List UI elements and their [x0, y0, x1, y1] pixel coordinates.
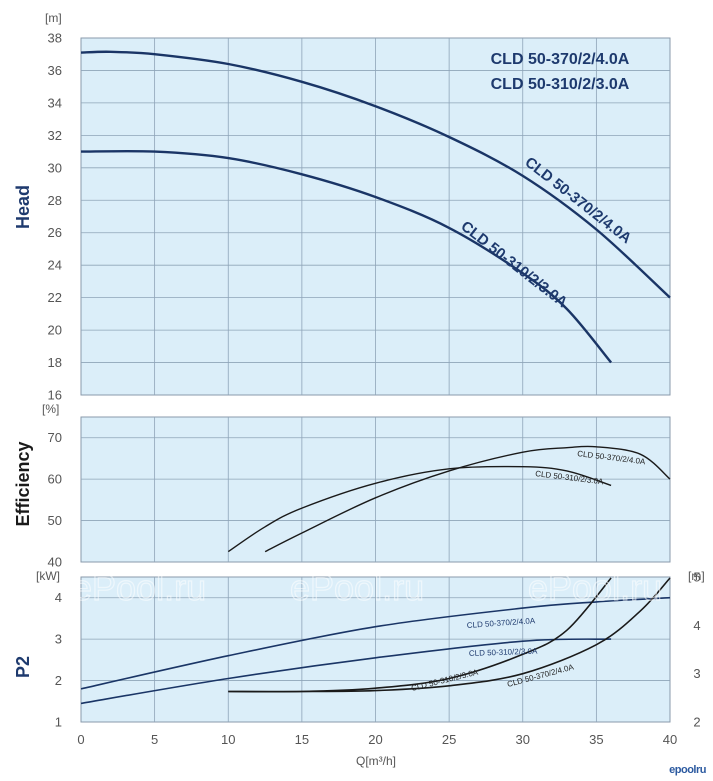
y-axis-title-head: Head	[13, 185, 33, 229]
tick-labels: 1618202224262830323436384050607012342345…	[48, 31, 701, 748]
y2-tick-label: 4	[693, 618, 700, 633]
svg-text:epoolru: epoolru	[669, 764, 706, 776]
y-tick-label: 24	[48, 258, 62, 273]
y-tick-label: 28	[48, 193, 62, 208]
y-axis-title-efficiency: Efficiency	[13, 441, 33, 526]
y-tick-label: 16	[48, 388, 62, 403]
curve-label: CLD 50-310/2/3.0A	[469, 647, 538, 658]
y-tick-label: 50	[48, 513, 62, 528]
y-tick-label: 1	[55, 715, 62, 730]
series-line	[80, 149, 613, 364]
y-tick-label: 34	[48, 95, 62, 110]
y-tick-label: 20	[48, 323, 62, 338]
x-tick-label: 15	[295, 732, 309, 747]
x-tick-label: 30	[516, 732, 530, 747]
series-line	[80, 50, 671, 299]
y-tick-label: 3	[55, 632, 62, 647]
y-unit-power: [kW]	[36, 569, 60, 583]
y2-unit-power: [m]	[688, 569, 705, 583]
y-tick-label: 70	[48, 430, 62, 445]
y2-tick-label: 5	[693, 570, 700, 585]
x-tick-label: 20	[368, 732, 382, 747]
watermark: ePool.ru	[290, 567, 424, 608]
series-line	[228, 577, 671, 693]
x-tick-label: 5	[151, 732, 158, 747]
series-line	[80, 596, 671, 690]
y2-tick-label: 3	[693, 666, 700, 681]
watermark: ePool.ru	[72, 567, 206, 608]
legend-entry: CLD 50-370/2/4.0A	[491, 51, 630, 68]
y-unit-head: [m]	[45, 11, 62, 25]
y-tick-label: 22	[48, 290, 62, 305]
x-tick-label: 10	[221, 732, 235, 747]
y-tick-label: 30	[48, 160, 62, 175]
series-line	[80, 638, 612, 705]
y-tick-label: 26	[48, 225, 62, 240]
x-tick-label: 35	[589, 732, 603, 747]
grid-lines	[81, 38, 670, 722]
series-line	[264, 445, 671, 553]
series-line	[227, 465, 612, 553]
x-tick-label: 25	[442, 732, 456, 747]
y2-tick-label: 2	[693, 715, 700, 730]
watermark: ePool.ru	[528, 567, 662, 608]
y-tick-label: 18	[48, 355, 62, 370]
y-tick-label: 40	[48, 555, 62, 570]
y-tick-label: 32	[48, 128, 62, 143]
x-axis-title: Q[m³/h]	[356, 754, 396, 768]
y-unit-efficiency: [%]	[42, 402, 59, 416]
x-tick-label: 40	[663, 732, 677, 747]
y-tick-label: 38	[48, 31, 62, 46]
x-tick-label: 0	[77, 732, 84, 747]
y-tick-label: 36	[48, 63, 62, 78]
epoolru-logo: epoolru	[669, 764, 706, 776]
y-tick-label: 2	[55, 673, 62, 688]
y-axis-title-power: P2	[13, 656, 33, 678]
legend-entry: CLD 50-310/2/3.0A	[491, 76, 630, 93]
y-tick-label: 60	[48, 472, 62, 487]
chart-curves	[80, 50, 671, 705]
y-tick-label: 4	[55, 590, 62, 605]
